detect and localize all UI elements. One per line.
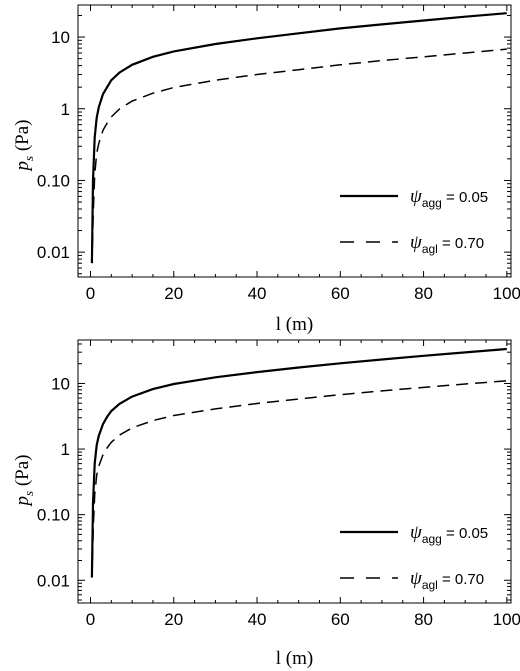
y-tick-label: 10 <box>51 374 70 393</box>
y-axis-title: ps (Pa) <box>12 455 36 508</box>
y-tick-label: 1 <box>61 440 70 459</box>
plot-frame <box>77 339 512 604</box>
series-line-agl <box>91 48 507 247</box>
legend-label: ψagl = 0.70 <box>410 232 484 256</box>
x-tick-label: 100 <box>493 610 520 629</box>
legend-label: ψagg = 0.05 <box>410 522 488 546</box>
series-line-agg <box>90 12 507 264</box>
y-tick-label: 0.01 <box>37 571 70 590</box>
x-tick-label: 40 <box>248 284 267 303</box>
x-axis-title: l (m) <box>276 314 313 335</box>
x-tick-label: 80 <box>414 610 433 629</box>
top-panel: 0 20 40 60 80 100 0.01 0.10 1 10 l (m) ps (Pa) ψagg … <box>12 4 520 335</box>
x-tick-label: 20 <box>164 610 183 629</box>
legend-label: ψagg = 0.05 <box>410 186 488 210</box>
y-axis-title: ps (Pa) <box>12 120 36 173</box>
plot-frame <box>77 4 512 278</box>
y-tick-label: 1 <box>61 100 70 119</box>
x-tick-label: 60 <box>331 610 350 629</box>
x-axis-title: l (m) <box>276 648 313 669</box>
x-tick-label: 0 <box>86 610 95 629</box>
legend-label: ψagl = 0.70 <box>410 568 484 592</box>
y-tick-label: 0.10 <box>37 506 70 525</box>
x-tick-label: 0 <box>86 284 95 303</box>
series-line-agl <box>91 380 507 561</box>
y-tick-label: 0.10 <box>37 171 70 190</box>
x-tick-label: 60 <box>331 284 350 303</box>
x-tick-label: 100 <box>493 284 520 303</box>
bottom-panel: 0 20 40 60 80 100 0.01 0.10 1 10 l (m) ps (Pa) ψagg … <box>12 339 520 669</box>
x-tick-label: 80 <box>414 284 433 303</box>
series-line-agg <box>90 347 507 578</box>
y-tick-label: 10 <box>51 28 70 47</box>
x-tick-label: 20 <box>164 284 183 303</box>
x-tick-label: 40 <box>248 610 267 629</box>
y-tick-label: 0.01 <box>37 243 70 262</box>
